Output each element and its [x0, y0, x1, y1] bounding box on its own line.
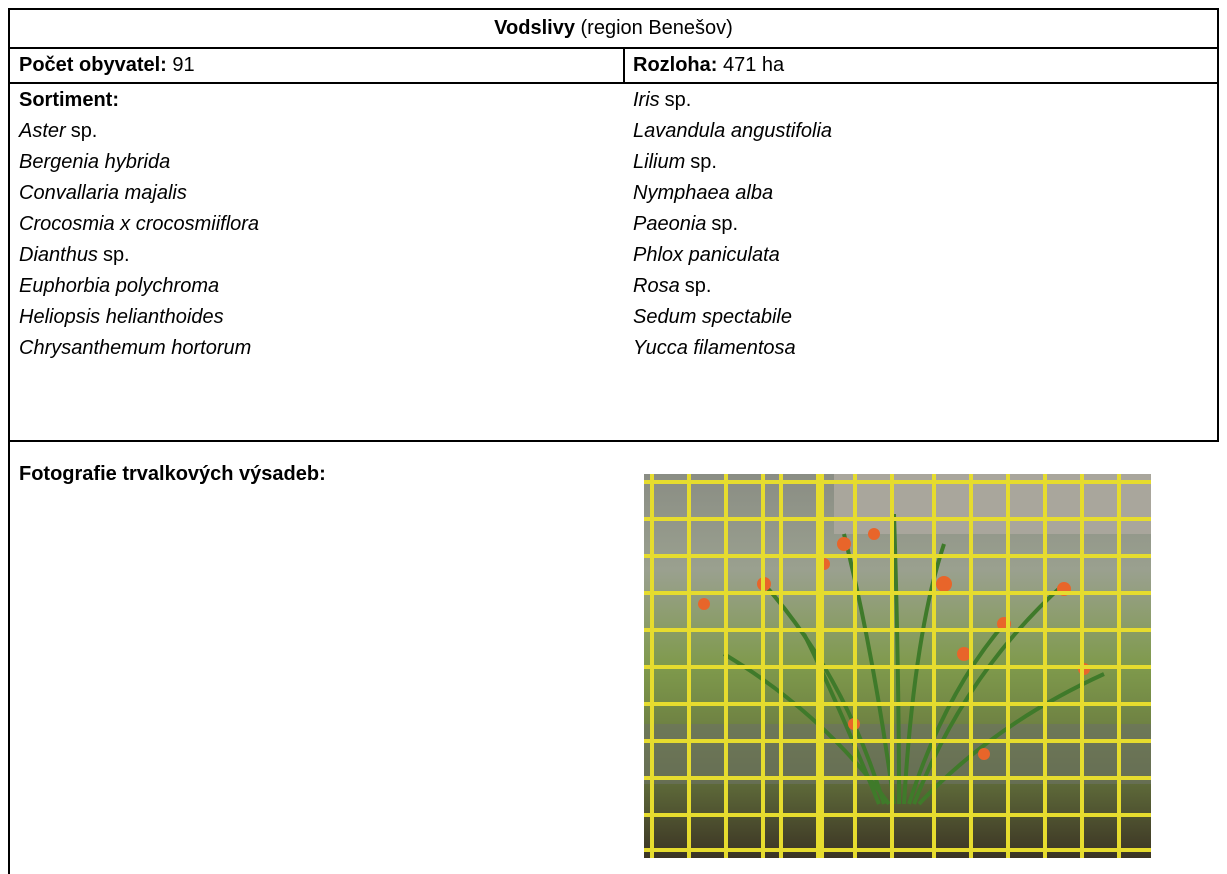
plant: Iris sp.: [633, 85, 691, 116]
plant-name: Chrysanthemum hortorum: [19, 337, 252, 359]
plant-suffix: sp.: [684, 275, 712, 297]
border: [623, 47, 625, 84]
plant: Paeonia sp.: [633, 209, 738, 240]
plant-name: Nymphaea alba: [633, 182, 774, 204]
plant-suffix: sp.: [664, 89, 692, 111]
plant: Chrysanthemum hortorum: [19, 333, 251, 364]
plant-name: Sedum spectabile: [633, 306, 792, 328]
plant: Bergenia hybrida: [19, 147, 170, 178]
plant-name: Convallaria majalis: [19, 182, 187, 204]
label: Sortiment:: [19, 89, 119, 111]
plant: Lilium sp.: [633, 147, 717, 178]
plant: Sedum spectabile: [633, 302, 792, 333]
plant-name: Phlox paniculata: [633, 244, 780, 266]
population: Počet obyvatel: 91: [19, 50, 195, 81]
header: Vodslivy (region Benešov): [8, 13, 1219, 44]
plant-suffix: sp.: [102, 244, 130, 266]
title: Vodslivy: [494, 17, 575, 39]
plant: Yucca filamentosa: [633, 333, 796, 364]
plant: Heliopsis helianthoides: [19, 302, 224, 333]
plant: Euphorbia polychroma: [19, 271, 219, 302]
area: Rozloha: 471 ha: [633, 50, 784, 81]
plant: Convallaria majalis: [19, 178, 187, 209]
photos-label: Fotografie trvalkových výsadeb:: [19, 459, 326, 490]
plant-suffix: sp.: [70, 120, 98, 142]
border: [8, 8, 1219, 10]
plant-name: Aster: [19, 120, 66, 142]
border: [8, 8, 10, 874]
plant-name: Iris: [633, 89, 660, 111]
value: 471 ha: [723, 54, 785, 76]
border: [8, 82, 1219, 84]
plant-name: Paeonia: [633, 213, 707, 235]
plant-name: Yucca filamentosa: [633, 337, 796, 359]
plant-suffix: sp.: [690, 151, 717, 173]
plant: Rosa sp.: [633, 271, 711, 302]
border: [1217, 8, 1219, 442]
plant-name: Crocosmia x crocosmiiflora: [19, 213, 260, 235]
plant-name: Dianthus: [19, 244, 98, 266]
plant-name: Rosa: [633, 275, 680, 297]
label: Rozloha:: [633, 54, 718, 76]
border: [8, 47, 1219, 49]
plant-name: Euphorbia polychroma: [19, 275, 220, 297]
border: [8, 440, 1219, 442]
plant: Crocosmia x crocosmiiflora: [19, 209, 259, 240]
value: 91: [172, 54, 195, 76]
plant: Dianthus sp.: [19, 240, 130, 271]
subtitle: (region Benešov): [580, 17, 733, 39]
plant: Nymphaea alba: [633, 178, 773, 209]
label: Počet obyvatel:: [19, 54, 167, 76]
plant-name: Heliopsis helianthoides: [19, 306, 224, 328]
plant: Lavandula angustifolia: [633, 116, 832, 147]
assortment-label: Sortiment:: [19, 85, 119, 116]
photo: [644, 474, 1151, 858]
plant: Aster sp.: [19, 116, 97, 147]
plant-name: Lavandula angustifolia: [633, 120, 833, 142]
label: Fotografie trvalkových výsadeb:: [19, 463, 326, 485]
plant-suffix: sp.: [711, 213, 739, 235]
plant-name: Bergenia hybrida: [19, 151, 171, 173]
plant-name: Lilium: [633, 151, 686, 173]
plant: Phlox paniculata: [633, 240, 780, 271]
